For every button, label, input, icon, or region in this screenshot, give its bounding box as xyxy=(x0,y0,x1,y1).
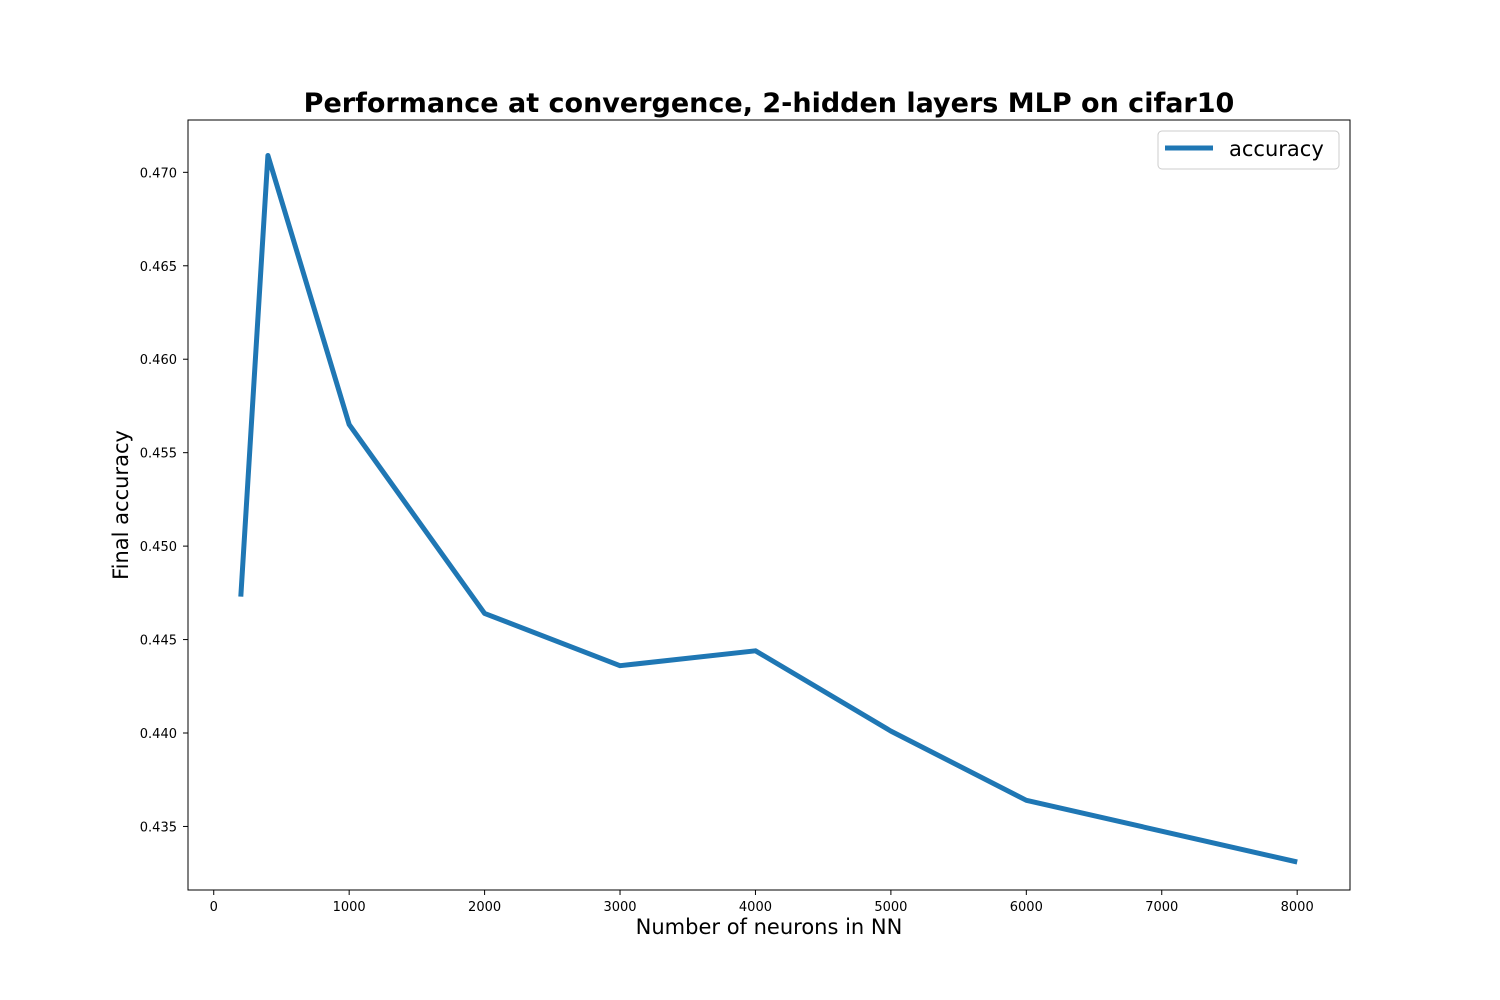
x-tick-label: 2000 xyxy=(468,900,501,915)
y-tick-label: 0.445 xyxy=(140,634,177,649)
x-tick-label: 5000 xyxy=(874,900,907,915)
x-tick-label: 6000 xyxy=(1010,900,1043,915)
y-axis: 0.435 0.440 0.445 0.450 0.455 0.460 0.465 0.470 xyxy=(140,166,188,835)
y-tick-label: 0.435 xyxy=(140,820,177,835)
y-tick-label: 0.450 xyxy=(140,540,177,555)
legend: accuracy xyxy=(1157,130,1340,170)
y-tick-label: 0.460 xyxy=(140,353,177,368)
y-tick-label: 0.465 xyxy=(140,260,177,275)
legend-box xyxy=(1157,130,1340,170)
series-group xyxy=(238,153,1298,865)
x-axis: 0 1000 2000 3000 4000 5000 6000 7000 8000 xyxy=(210,890,1314,915)
x-tick-label: 0 xyxy=(210,900,218,915)
x-tick-label: 3000 xyxy=(603,900,636,915)
series-line-accuracy xyxy=(238,153,1298,865)
y-tick-label: 0.440 xyxy=(140,727,177,742)
x-tick-label: 4000 xyxy=(739,900,772,915)
x-tick-label: 1000 xyxy=(333,900,366,915)
y-axis-label: Final accuracy xyxy=(109,430,133,580)
x-tick-label: 7000 xyxy=(1145,900,1178,915)
x-axis-label: Number of neurons in NN xyxy=(636,915,903,939)
y-tick-label: 0.455 xyxy=(140,447,177,462)
x-tick-label: 8000 xyxy=(1281,900,1314,915)
plot-area-frame xyxy=(187,119,1351,891)
legend-label-accuracy: accuracy xyxy=(1229,137,1324,161)
y-tick-label: 0.470 xyxy=(140,166,177,181)
chart-title: Performance at convergence, 2-hidden lay… xyxy=(304,88,1235,119)
